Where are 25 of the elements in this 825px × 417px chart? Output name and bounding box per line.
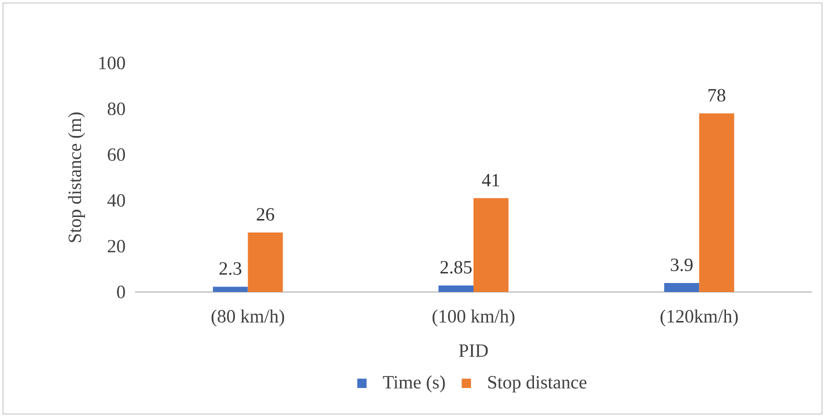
data-label: 41 [482,174,500,186]
bar [664,283,700,292]
y-tick-label: 20 [108,240,125,252]
y-tick-label: 100 [99,56,125,70]
data-label: 3.9 [670,258,693,272]
bar [248,232,283,292]
data-label: 26 [256,208,274,221]
data-label: 2.3 [219,262,242,275]
bar [438,285,474,292]
y-axis-title: Stop distance (m) [68,112,85,242]
legend-label: Time (s) [382,375,445,392]
y-tick-label: 0 [117,286,125,298]
y-tick-label: 80 [108,102,125,116]
y-tick-label: 40 [107,194,125,207]
y-tick-label: 60 [108,148,125,161]
legend-label: Stop distance [488,375,586,392]
x-tick-label: (120km/h) [660,309,738,326]
bar [474,198,508,292]
x-tick-label: (80 km/h) [212,309,284,326]
data-label: 78 [708,88,726,102]
x-tick-label: (100 km/h) [432,309,514,326]
x-axis-title: PID [459,344,488,357]
bar [699,113,734,292]
data-label: 2.85 [440,260,472,274]
bar [212,286,248,292]
